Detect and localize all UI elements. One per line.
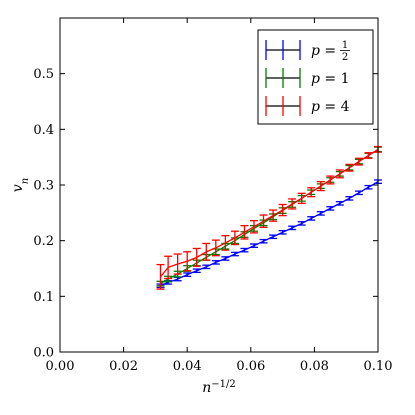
x-axis-label: n−1/2 <box>202 379 236 397</box>
error-bar <box>354 190 363 196</box>
error-bar <box>364 184 373 190</box>
x-tick-label: 0.10 <box>364 359 393 374</box>
y-axis-label-base: v <box>10 184 26 192</box>
error-bar <box>192 247 201 267</box>
error-bar <box>278 229 287 235</box>
error-bar <box>164 255 173 280</box>
error-bar <box>288 198 297 210</box>
error-bar <box>326 206 335 211</box>
legend-label-value: 4 <box>341 99 350 115</box>
error-bar <box>211 239 220 257</box>
y-tick-label: 0.4 <box>33 123 54 138</box>
x-tick-label: 0.00 <box>46 359 75 374</box>
x-axis-label-exp: −1/2 <box>211 379 235 390</box>
error-bar <box>259 214 268 228</box>
legend-item: p = 1 <box>265 68 350 88</box>
y-axis-label: vn <box>10 178 31 192</box>
error-bar <box>156 263 165 290</box>
error-bar <box>297 221 306 226</box>
legend-fraction-numerator: 1 <box>342 40 348 51</box>
x-tick-label: 0.08 <box>300 359 329 374</box>
x-tick-label: 0.04 <box>173 359 202 374</box>
x-tick-label: 0.06 <box>236 359 265 374</box>
error-bar <box>192 268 201 274</box>
y-tick-label: 0.3 <box>33 179 54 194</box>
legend-fraction-denominator: 2 <box>342 52 348 63</box>
legend-label: p = 1 <box>311 71 350 87</box>
error-bar <box>221 256 230 261</box>
error-bar <box>240 224 249 240</box>
x-axis-label-base: n <box>202 380 211 396</box>
error-bar <box>326 175 335 185</box>
error-bar <box>183 251 192 272</box>
error-bar <box>345 196 354 201</box>
error-bar <box>335 201 344 206</box>
error-bar <box>230 251 239 257</box>
error-bar <box>259 238 268 244</box>
error-bar <box>249 243 258 248</box>
y-tick-label: 0.0 <box>33 346 54 361</box>
error-bar <box>307 216 316 221</box>
error-bar <box>354 157 363 166</box>
error-bar <box>307 187 316 198</box>
error-bar <box>221 235 230 251</box>
error-bar <box>269 209 278 222</box>
error-bar <box>316 211 325 216</box>
error-bar <box>249 219 258 234</box>
y-tick-label: 0.2 <box>33 234 54 249</box>
legend-label-prefix: p = <box>311 71 341 87</box>
legend-box <box>257 29 374 125</box>
error-bar <box>364 152 373 159</box>
error-bar <box>288 225 297 231</box>
legend-label-prefix: p = <box>311 43 336 59</box>
x-tick-label: 0.02 <box>109 359 138 374</box>
plot-frame <box>59 17 379 353</box>
legend-label: p = 4 <box>311 99 350 115</box>
error-bar <box>230 230 239 246</box>
error-bar <box>335 169 344 179</box>
error-bar <box>345 163 354 172</box>
error-bar <box>316 181 325 192</box>
legend-item: p = 12 <box>265 40 350 63</box>
legend-label-prefix: p = <box>311 99 341 115</box>
legend-label: p = <box>311 43 336 59</box>
error-bar <box>240 247 249 253</box>
legend-label-value: 1 <box>341 71 350 87</box>
error-bar <box>297 192 306 205</box>
error-bar <box>278 203 287 217</box>
error-bar <box>173 253 182 275</box>
y-tick-label: 0.1 <box>33 290 54 305</box>
error-bar <box>211 260 220 265</box>
series-line <box>159 148 379 278</box>
axis-ticks: 0.00 0.02 0.04 0.06 0.08 0.10 0.0 0.1 0.2 0.3 0.4 0… <box>33 18 392 374</box>
y-axis-label-sub: n <box>20 178 31 184</box>
legend-item: p = 4 <box>265 96 350 116</box>
error-bar <box>202 264 211 270</box>
y-tick-label: 0.5 <box>33 67 54 82</box>
series-line <box>160 181 379 287</box>
error-bar <box>269 234 278 240</box>
error-bar <box>202 242 211 261</box>
legend: p = 12p = 1p = 4 <box>257 29 374 125</box>
error-bar <box>183 272 192 277</box>
